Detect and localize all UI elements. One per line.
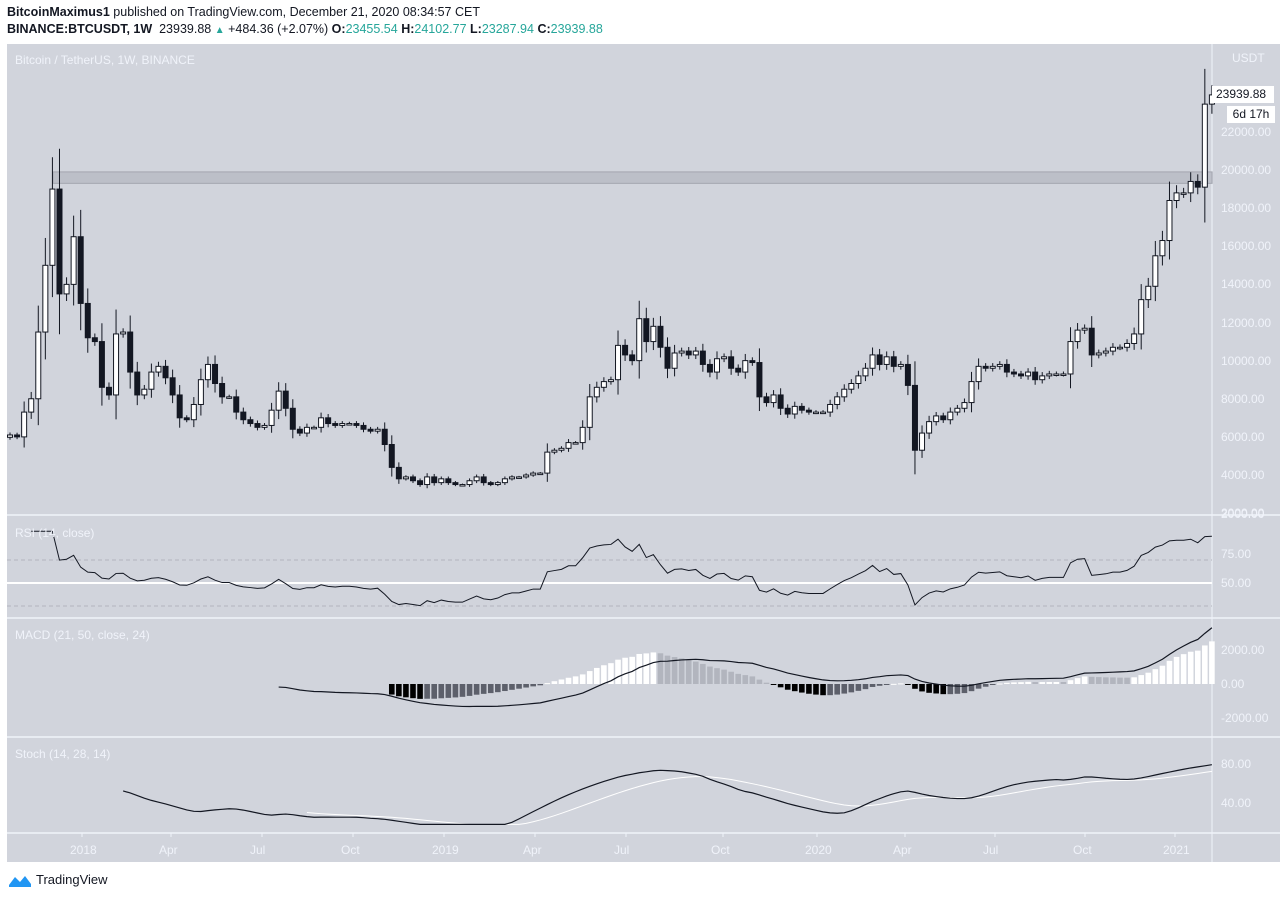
time-axis-tick: Jul (250, 843, 266, 857)
macd-axis-tick: -2000.00 (1221, 710, 1269, 725)
publish-info: BitcoinMaximus1 published on TradingView… (7, 5, 480, 19)
last-price: 23939.88 (159, 22, 212, 36)
rsi-axis-tick: 50.00 (1221, 576, 1252, 590)
macd-axis-tick: 0.00 (1221, 677, 1245, 691)
time-axis-tick: 2018 (70, 843, 97, 857)
stoch-axis-tick: 80.00 (1221, 757, 1252, 772)
time-axis-tick: Apr (893, 843, 912, 857)
price-axis-tick: 10000.00 (1221, 353, 1272, 368)
low-label: L: (470, 22, 482, 36)
price-axis-tick: 2000.00 (1221, 507, 1265, 521)
price-axis-tick: 6000.00 (1221, 429, 1265, 444)
time-axis-tick: Apr (523, 843, 542, 857)
symbol-label: BINANCE:BTCUSDT, 1W (7, 22, 153, 36)
author-name[interactable]: BitcoinMaximus1 (7, 5, 110, 19)
tradingview-cloud-icon (9, 875, 31, 887)
macd-pane-title: MACD (21, 50, close, 24) (15, 628, 150, 642)
high-value: 24102.77 (414, 22, 467, 36)
time-axis-tick: Oct (711, 843, 730, 857)
price-axis-tick: 2000.00 (1221, 506, 1265, 521)
high-label: H: (401, 22, 415, 36)
up-arrow-icon: ▲ (214, 25, 225, 36)
price-axis-tick: 16000.00 (1221, 239, 1272, 254)
macd-axis-tick: 2000.00 (1221, 643, 1265, 658)
price-axis-tick: 20000.00 (1221, 163, 1272, 177)
time-axis-tick: 2019 (432, 843, 459, 857)
price-axis-tick: 14000.00 (1221, 277, 1272, 292)
time-axis-tick: Apr (159, 843, 178, 857)
tradingview-logo[interactable]: TradingView (8, 872, 108, 887)
publish-text: published on TradingView.com, December 2… (113, 5, 480, 19)
time-axis-tick: Jul (614, 843, 630, 857)
price-axis-tick: 4000.00 (1221, 468, 1265, 482)
last-price-tag: 23939.88 (1212, 86, 1274, 103)
open-value: 23455.54 (345, 22, 398, 36)
bar-countdown: 6d 17h (1227, 106, 1275, 123)
time-axis-tick: Oct (1073, 843, 1092, 857)
time-axis-tick: Jul (983, 843, 999, 857)
tradingview-brand: TradingView (36, 872, 108, 887)
price-axis-tick: 18000.00 (1221, 201, 1272, 216)
price-axis-tick: 8000.00 (1221, 391, 1265, 406)
price-axis-tick: 22000.00 (1221, 124, 1272, 139)
close-label: C: (537, 22, 551, 36)
time-axis-tick: 2021 (1163, 843, 1190, 857)
price-change: +484.36 (+2.07%) (228, 22, 329, 36)
time-axis-tick: Oct (341, 843, 360, 857)
symbol-ohlc-line: BINANCE:BTCUSDT, 1W 23939.88 ▲ +484.36 (… (7, 22, 603, 36)
rsi-axis-tick: 75.00 (1221, 547, 1252, 562)
rsi-pane-title: RSI (14, close) (15, 526, 95, 540)
main-pane-title: Bitcoin / TetherUS, 1W, BINANCE (15, 53, 195, 67)
low-value: 23287.94 (481, 22, 534, 36)
close-value: 23939.88 (550, 22, 603, 36)
time-axis-tick: 2020 (805, 843, 832, 857)
open-label: O: (331, 22, 346, 36)
currency-label: USDT (1232, 51, 1265, 65)
price-axis-tick: 12000.00 (1221, 315, 1272, 330)
stoch-axis-tick: 40.00 (1221, 796, 1252, 810)
stoch-pane-title: Stoch (14, 28, 14) (15, 747, 111, 761)
